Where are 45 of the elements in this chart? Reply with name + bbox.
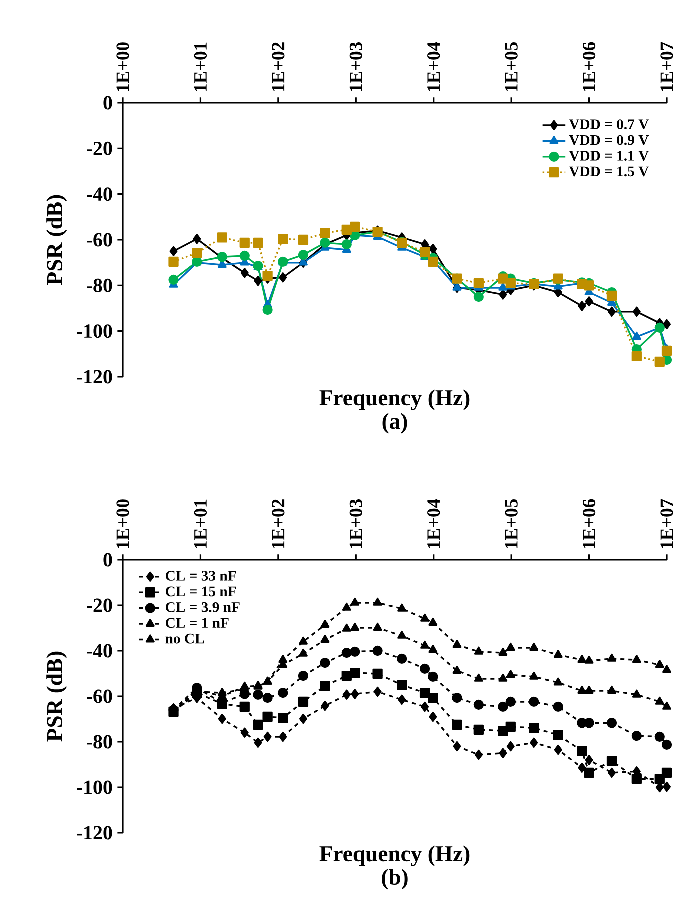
y-tick-label: -60 — [87, 690, 112, 704]
y-tick-label: -80 — [87, 735, 112, 749]
x-tick-label: 1E+01 — [194, 500, 208, 548]
x-tick-label: 1E+01 — [194, 42, 208, 92]
x-tick-label: 1E+02 — [272, 500, 285, 548]
x-tick-label: 1E+06 — [582, 499, 596, 548]
x-tick-label: 1E+03 — [350, 499, 362, 548]
x-tick-label: 1E+07 — [660, 42, 674, 92]
x-tick-label: 1E+05 — [505, 42, 518, 92]
text: (a) — [382, 413, 408, 434]
y-tick-label: 0 — [104, 96, 112, 110]
x-tick-label: 1E+03 — [350, 42, 362, 92]
y-tick-label: -80 — [87, 278, 112, 292]
legend-label: CL = 33 nF — [166, 571, 236, 581]
legend-label: CL = 3.9 nF — [166, 602, 240, 612]
y-tick-label: -20 — [87, 598, 112, 612]
y-axis-title: PSR (dB) — [46, 195, 68, 286]
y-tick-label: -40 — [87, 644, 112, 658]
legend-label: CL = 1 nF — [166, 618, 229, 628]
x-tick-label: 1E+05 — [505, 500, 518, 548]
x-tick-label: 1E+04 — [428, 499, 440, 548]
x-tick-label: 1E+00 — [116, 500, 130, 548]
legend-label: VDD = 1.1 V — [569, 151, 649, 161]
x-tick-label: 1E+07 — [660, 499, 674, 548]
y-tick-label: -40 — [87, 188, 112, 202]
y-tick-label: -120 — [77, 370, 112, 384]
legend-label: CL = 15 nF — [166, 586, 236, 597]
y-axis-title: PSR (dB) — [46, 652, 68, 742]
x-tick-label: 1E+04 — [428, 42, 440, 92]
legend-label: VDD = 0.9 V — [569, 135, 649, 146]
x-tick-label: 1E+00 — [116, 42, 130, 92]
x-tick-label: 1E+02 — [272, 42, 285, 92]
text: (b) — [382, 869, 408, 890]
legend-label: VDD = 0.7 V — [569, 120, 649, 130]
y-tick-label: 0 — [104, 553, 112, 567]
y-tick-label: -100 — [77, 324, 112, 338]
x-tick-label: 1E+06 — [582, 42, 596, 92]
y-tick-label: -20 — [87, 142, 112, 156]
legend-label: no CL — [166, 634, 204, 644]
y-tick-label: -60 — [87, 233, 112, 247]
x-axis-title: Frequency (Hz) — [320, 846, 470, 866]
legend-label: VDD = 1.5 V — [569, 166, 649, 177]
y-tick-label: -100 — [77, 780, 112, 794]
x-axis-title: Frequency (Hz) — [320, 390, 470, 410]
y-tick-label: -120 — [77, 826, 112, 840]
